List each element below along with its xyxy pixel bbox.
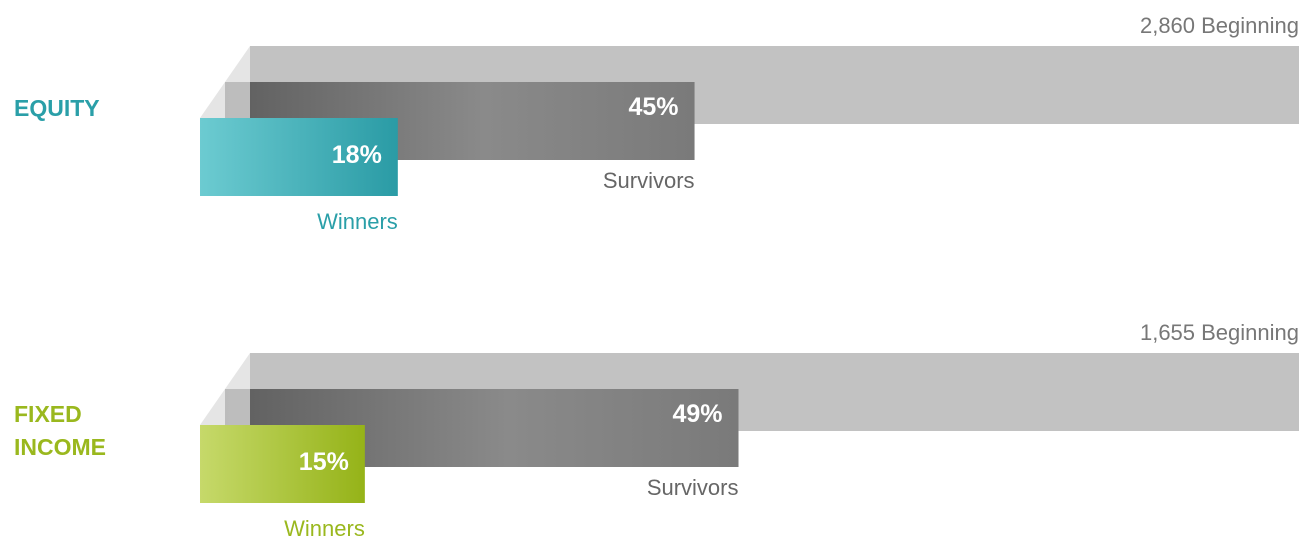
winners-bar	[200, 118, 398, 196]
group-title: EQUITY	[14, 95, 100, 121]
survivors-value-label: 45%	[629, 93, 679, 121]
beginning-label: 2,860 Beginning	[1140, 13, 1299, 38]
winners-value-label: 15%	[299, 448, 349, 476]
survivors-label: Survivors	[603, 168, 695, 193]
survivors-label: Survivors	[647, 475, 739, 500]
group-title: INCOME	[14, 434, 106, 460]
beginning-label: 1,655 Beginning	[1140, 320, 1299, 345]
winners-bar	[200, 425, 365, 503]
winners-label: Winners	[317, 209, 398, 234]
chart-group-1: 1,655 Beginning 49% Survivors 15% Winners FIX…	[14, 320, 1299, 541]
chart-group-0: 2,860 Beginning 45% Survivors 18% Winners EQU…	[14, 13, 1299, 234]
winners-value-label: 18%	[332, 141, 382, 169]
group-title: FIXED	[14, 401, 82, 427]
survivors-value-label: 49%	[672, 400, 722, 428]
winners-label: Winners	[284, 516, 365, 541]
